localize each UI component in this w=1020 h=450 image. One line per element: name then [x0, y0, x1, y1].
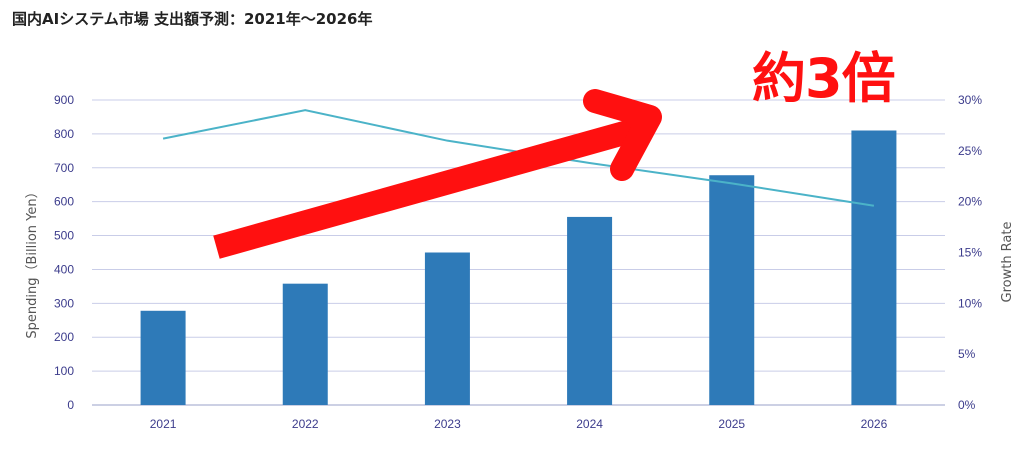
x-axis-ticks: 2021 2022 2023 2024 2025 2026: [150, 417, 888, 431]
y-axis-title-right: Growth Rate: [1000, 222, 1015, 303]
right-axis-ticks: 0% 5% 10% 15% 20% 25% 30%: [958, 93, 982, 412]
y-tick-label-right: 5%: [958, 347, 976, 361]
y-tick-label-right: 10%: [958, 296, 982, 310]
y-tick-label-left: 800: [54, 127, 74, 141]
bar-series: [140, 130, 897, 405]
x-tick-label: 2022: [292, 417, 319, 431]
y-tick-label-left: 300: [54, 296, 74, 310]
y-tick-label-right: 25%: [958, 144, 982, 158]
y-tick-label-right: 15%: [958, 246, 982, 260]
x-tick-label: 2026: [861, 417, 888, 431]
x-tick-label: 2021: [150, 417, 177, 431]
y-tick-label-left: 700: [54, 161, 74, 175]
growth-annotation: 約3倍: [752, 47, 896, 110]
gridlines: [92, 99, 945, 406]
chart-title: 国内AIシステム市場 支出額予測：2021年〜2026年: [12, 10, 373, 28]
y-tick-label-left: 400: [54, 262, 74, 276]
bar-2025: [709, 175, 755, 405]
y-tick-label-left: 500: [54, 229, 74, 243]
bar-2023: [424, 252, 470, 405]
bar-2021: [140, 310, 186, 405]
x-tick-label: 2023: [434, 417, 461, 431]
y-axis-title-left: Spending（Billion Yen）: [25, 185, 40, 338]
growth-arrow-head: [583, 89, 662, 181]
growth-arrow: [213, 89, 662, 259]
bar-2026: [851, 130, 897, 405]
y-tick-label-left: 100: [54, 364, 74, 378]
y-tick-label-right: 20%: [958, 195, 982, 209]
y-tick-label-right: 30%: [958, 93, 982, 107]
left-axis-ticks: 0 100 200 300 400 500 600 700 800 900: [54, 93, 74, 412]
bar-2024: [567, 216, 613, 405]
y-tick-label-right: 0%: [958, 398, 976, 412]
y-tick-label-left: 900: [54, 93, 74, 107]
growth-arrow-shaft: [213, 118, 639, 259]
bar-2022: [282, 283, 328, 405]
x-tick-label: 2024: [576, 417, 603, 431]
y-tick-label-left: 0: [67, 398, 74, 412]
x-tick-label: 2025: [718, 417, 745, 431]
y-tick-label-left: 600: [54, 195, 74, 209]
y-tick-label-left: 200: [54, 330, 74, 344]
